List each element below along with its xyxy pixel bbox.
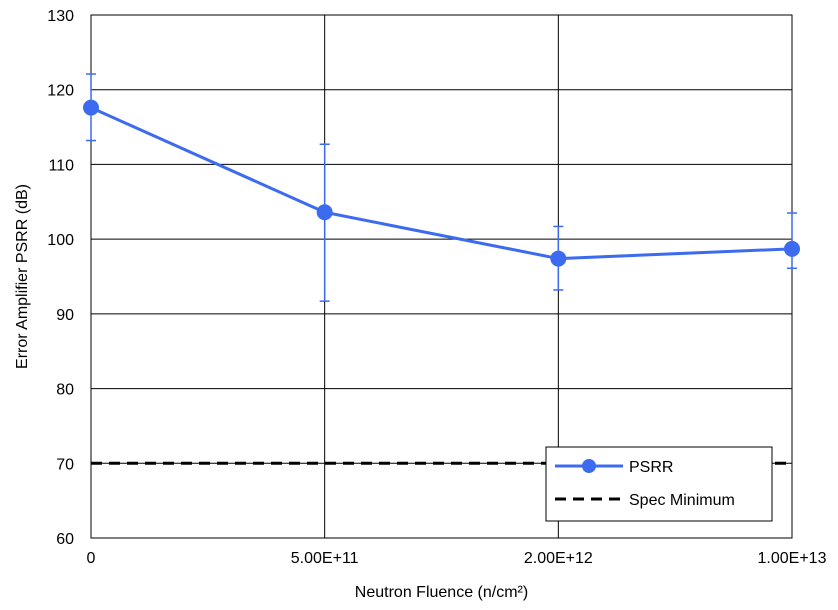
x-tick-label-2: 2.00E+12 <box>524 550 593 567</box>
y-tick-label-110: 110 <box>48 157 74 174</box>
legend-spec-label: Spec Minimum <box>629 492 735 509</box>
y-tick-label-100: 100 <box>47 232 74 249</box>
y-tick-label-80: 80 <box>56 382 74 399</box>
legend-psrr-label: PSRR <box>629 459 673 476</box>
plot-area-frame <box>90 14 793 539</box>
y-tick-label-120: 120 <box>47 83 74 100</box>
psrr-line <box>90 106 793 261</box>
y-axis-ticks: 60 70 80 90 100 110 120 130 <box>47 8 74 548</box>
legend: PSRR Spec Minimum <box>545 446 773 522</box>
x-tick-label-1: 5.00E+11 <box>291 550 359 567</box>
y-axis-title: Error Amplifier PSRR (dB) <box>14 184 31 369</box>
y-tick-label-70: 70 <box>56 456 74 473</box>
x-tick-label-0: 0 <box>87 550 96 567</box>
y-tick-label-90: 90 <box>56 307 74 324</box>
series-psrr <box>83 73 800 302</box>
y-tick-label-60: 60 <box>56 531 74 548</box>
legend-psrr-marker <box>582 459 596 473</box>
x-tick-label-3: 1.00E+13 <box>758 550 827 567</box>
x-axis-ticks: 0 5.00E+11 2.00E+12 1.00E+13 <box>87 550 827 567</box>
psrr-point-2 <box>550 250 567 267</box>
psrr-point-3 <box>784 240 800 257</box>
y-tick-label-130: 130 <box>47 8 74 25</box>
x-axis-title: Neutron Fluence (n/cm²) <box>355 584 528 601</box>
legend-box <box>545 446 773 522</box>
psrr-point-0 <box>83 99 99 116</box>
psrr-point-1 <box>316 204 333 221</box>
